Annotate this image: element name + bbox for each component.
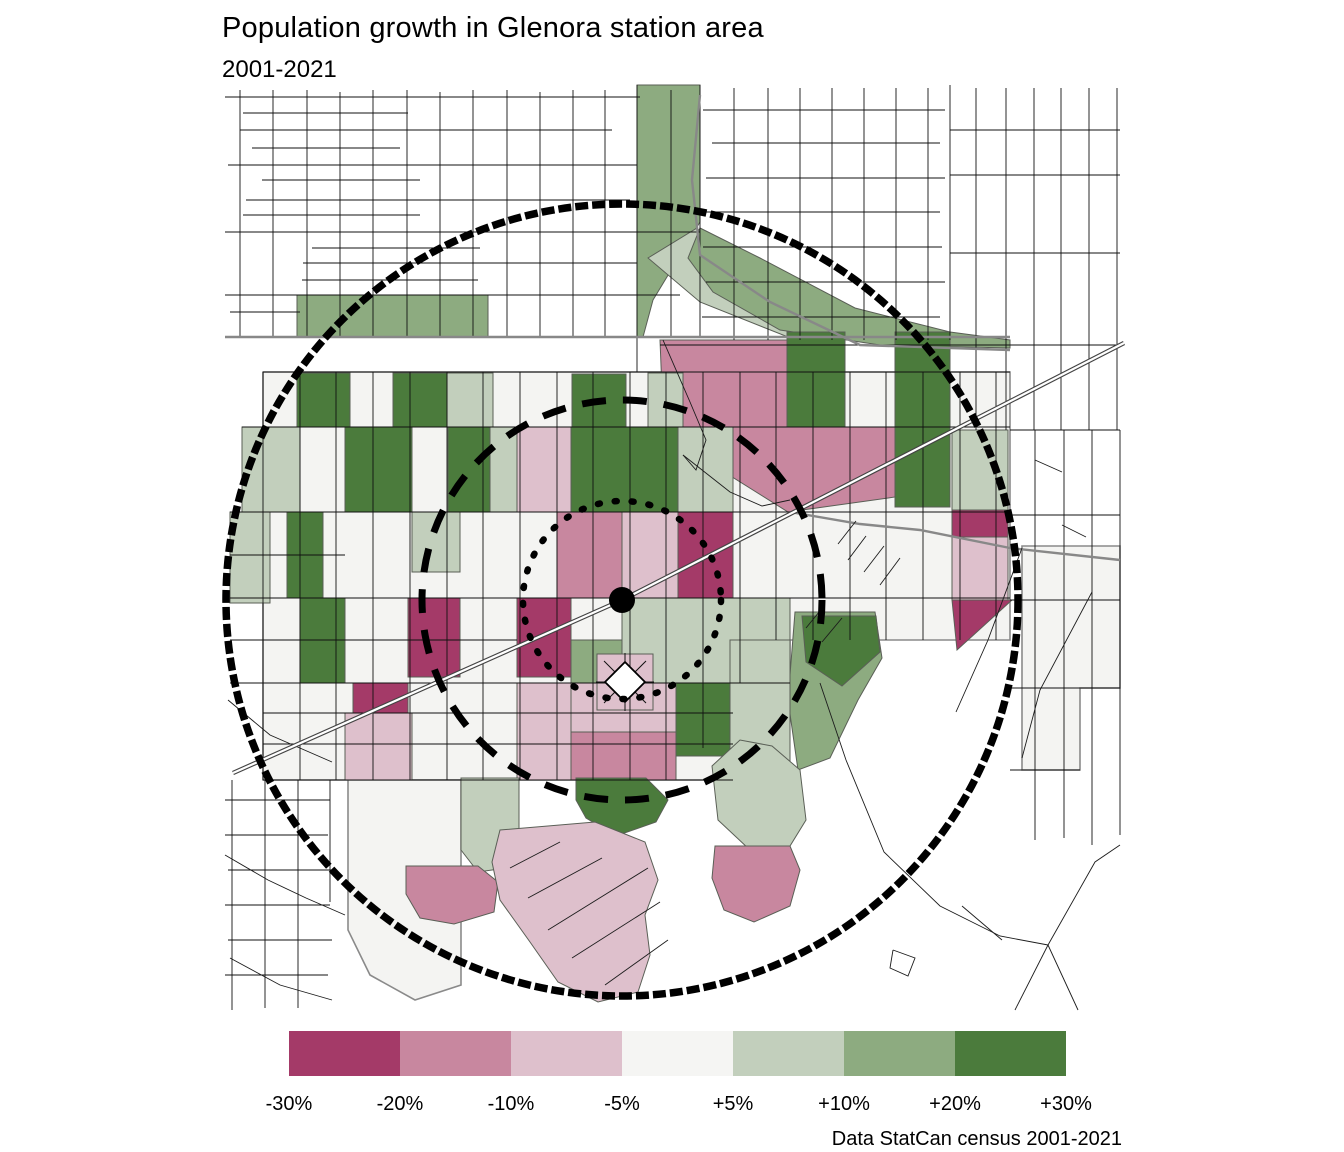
- road-line: [1034, 459, 1063, 473]
- page-subtitle: 2001-2021: [222, 56, 337, 83]
- census-block: [489, 426, 518, 513]
- page-title: Population growth in Glenora station are…: [222, 12, 764, 44]
- census-block: [570, 731, 677, 781]
- census-block: [801, 615, 881, 687]
- road-line: [1047, 944, 1079, 1011]
- road-line: [571, 901, 661, 959]
- road-line: [955, 547, 1023, 713]
- road-line: [509, 841, 561, 869]
- road-line: [847, 535, 867, 561]
- road-line: [837, 520, 857, 545]
- road-line: [889, 949, 916, 977]
- census-block: [786, 331, 846, 428]
- census-block: [711, 845, 801, 923]
- road-line: [604, 939, 669, 986]
- road-line: [1061, 524, 1087, 538]
- census-block: [446, 372, 494, 428]
- road-line: [961, 905, 1003, 941]
- census-block: [951, 599, 1014, 652]
- road-line: [682, 454, 791, 507]
- road-line: [662, 339, 707, 471]
- census-block: [299, 597, 346, 684]
- census-block: [516, 682, 572, 781]
- road-line: [1014, 944, 1049, 1011]
- radius-circle-inner-dotted: [519, 497, 725, 703]
- census-block: [575, 777, 669, 837]
- census-base-area: [1021, 545, 1121, 771]
- census-block: [516, 426, 572, 513]
- road-line: [224, 854, 346, 916]
- census-block: [392, 372, 448, 428]
- road-line: [527, 857, 603, 899]
- glenora-station-point: [609, 587, 635, 613]
- data-source-caption: Data StatCan census 2001-2021: [831, 1128, 1122, 1150]
- census-block: [711, 739, 807, 851]
- census-block: [491, 821, 659, 1003]
- road-line: [819, 682, 1049, 946]
- road-line: [1021, 591, 1093, 759]
- road-line: [1047, 844, 1121, 946]
- radius-circle-middle-dashed: [418, 396, 826, 804]
- census-block: [407, 597, 461, 678]
- census-block: [570, 426, 679, 513]
- census-block: [344, 712, 413, 781]
- boundary-line: [690, 94, 1011, 352]
- road-line: [229, 957, 333, 1001]
- census-block: [647, 372, 684, 428]
- census-block: [556, 511, 623, 599]
- road-line: [547, 867, 649, 931]
- census-block: [447, 426, 491, 513]
- census-block: [296, 372, 351, 428]
- census-block: [344, 426, 413, 513]
- census-block: [687, 227, 1011, 349]
- census-block: [894, 331, 951, 508]
- census-block: [636, 84, 701, 338]
- road-line: [863, 545, 885, 573]
- boundary-line: [789, 510, 1121, 562]
- road-line: [821, 617, 843, 643]
- radius-circle-outer-solid: [222, 200, 1022, 1000]
- census-block: [405, 865, 499, 925]
- road-line: [879, 557, 901, 586]
- census-block: [296, 294, 489, 338]
